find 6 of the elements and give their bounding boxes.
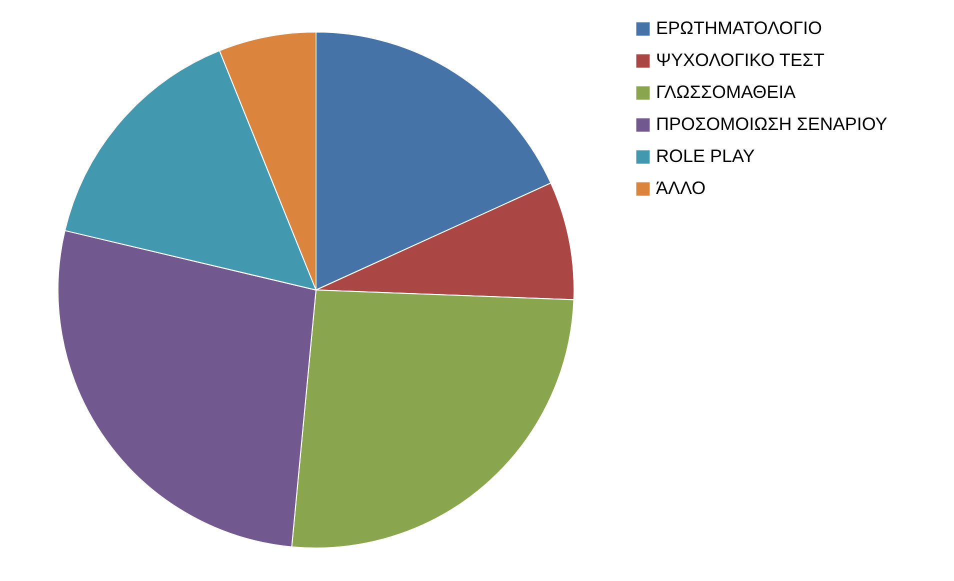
legend-label: ΕΡΩΤΗΜΑΤΟΛΟΓΙΟ xyxy=(656,18,822,38)
legend-label: ΓΛΩΣΣΟΜΑΘΕΙΑ xyxy=(656,82,796,102)
legend-label: ΨΥΧΟΛΟΓΙΚΟ ΤΕΣΤ xyxy=(656,50,825,70)
legend-label: ΆΛΛΟ xyxy=(656,178,706,198)
legend-label: ROLE PLAY xyxy=(656,146,755,166)
legend-label: ΠΡΟΣΟΜΟΙΩΣΗ ΣΕΝΑΡΙΟΥ xyxy=(656,114,888,134)
